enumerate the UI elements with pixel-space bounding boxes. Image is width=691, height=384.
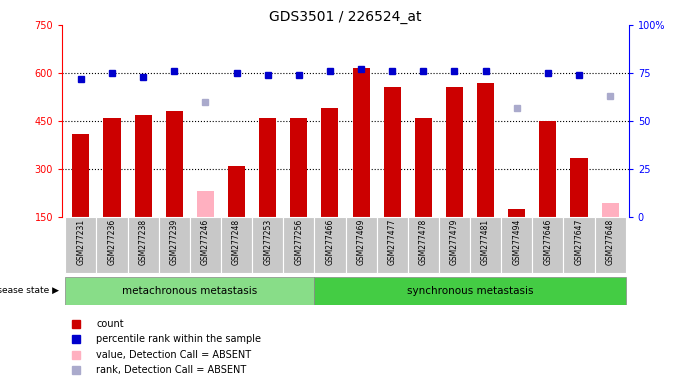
Bar (439, 217, 470, 273)
Bar (321, 108, 339, 217)
Text: GSM277478: GSM277478 (419, 218, 428, 265)
Bar (252, 217, 283, 273)
Bar (539, 121, 556, 217)
Text: GSM277239: GSM277239 (170, 218, 179, 265)
Title: GDS3501 / 226524_at: GDS3501 / 226524_at (269, 10, 422, 24)
Bar (290, 118, 307, 217)
Bar (128, 217, 159, 273)
Bar (501, 217, 532, 273)
Bar (135, 114, 152, 217)
Bar (532, 217, 563, 273)
Bar (446, 88, 463, 217)
Bar (346, 217, 377, 273)
Bar (594, 217, 625, 273)
Bar (352, 68, 370, 217)
Text: GSM277238: GSM277238 (139, 218, 148, 265)
Bar (314, 277, 625, 305)
Text: GSM277477: GSM277477 (388, 218, 397, 265)
Bar (602, 203, 618, 217)
Bar (377, 217, 408, 273)
Text: GSM277466: GSM277466 (325, 218, 334, 265)
Bar (563, 217, 594, 273)
Bar (571, 158, 587, 217)
Text: GSM277248: GSM277248 (232, 218, 241, 265)
Text: GSM277481: GSM277481 (481, 218, 490, 265)
Bar (73, 134, 89, 217)
Text: synchronous metastasis: synchronous metastasis (407, 286, 533, 296)
Bar (166, 111, 183, 217)
Text: GSM277236: GSM277236 (108, 218, 117, 265)
Bar (259, 118, 276, 217)
Text: count: count (96, 319, 124, 329)
Bar (66, 217, 97, 273)
Bar (477, 83, 494, 217)
Text: GSM277231: GSM277231 (77, 218, 86, 265)
Bar (283, 217, 314, 273)
Bar (159, 217, 190, 273)
Text: GSM277256: GSM277256 (294, 218, 303, 265)
Bar (415, 118, 432, 217)
Bar (190, 217, 221, 273)
Text: percentile rank within the sample: percentile rank within the sample (96, 334, 261, 344)
Text: GSM277479: GSM277479 (450, 218, 459, 265)
Text: GSM277648: GSM277648 (605, 218, 614, 265)
Bar (66, 277, 314, 305)
Bar (197, 191, 214, 217)
Text: GSM277646: GSM277646 (543, 218, 552, 265)
Bar (508, 209, 525, 217)
Bar (314, 217, 346, 273)
Text: GSM277246: GSM277246 (201, 218, 210, 265)
Text: GSM277647: GSM277647 (574, 218, 583, 265)
Text: GSM277469: GSM277469 (357, 218, 366, 265)
Bar (384, 88, 401, 217)
Bar (97, 217, 128, 273)
Text: GSM277253: GSM277253 (263, 218, 272, 265)
Bar (228, 166, 245, 217)
Text: value, Detection Call = ABSENT: value, Detection Call = ABSENT (96, 350, 252, 360)
Text: metachronous metastasis: metachronous metastasis (122, 286, 258, 296)
Text: GSM277494: GSM277494 (512, 218, 521, 265)
Bar (104, 118, 120, 217)
Bar (408, 217, 439, 273)
Bar (470, 217, 501, 273)
Text: disease state ▶: disease state ▶ (0, 286, 59, 295)
Bar (221, 217, 252, 273)
Text: rank, Detection Call = ABSENT: rank, Detection Call = ABSENT (96, 365, 247, 375)
